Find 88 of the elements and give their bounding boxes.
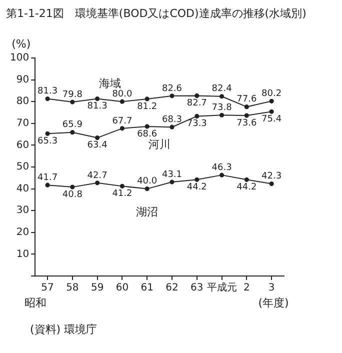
- y-tick-label: 90: [16, 74, 30, 86]
- point: [170, 94, 174, 98]
- point: [45, 96, 50, 102]
- y-tick-label: 10: [16, 248, 30, 260]
- point: [269, 109, 274, 114]
- data-label: 46.3: [212, 162, 232, 173]
- point: [194, 177, 200, 182]
- data-label: 44.2: [236, 182, 257, 192]
- point: [45, 131, 50, 136]
- x-tick-label: 62: [166, 282, 178, 294]
- data-label: 73.6: [236, 118, 257, 128]
- data-label: 65.3: [38, 136, 58, 146]
- x-tick-label: 63: [190, 282, 204, 294]
- point: [194, 114, 200, 119]
- x-tick-label: 2: [243, 282, 250, 294]
- data-label: 82.7: [186, 98, 207, 109]
- y-tick-label: 100: [10, 52, 30, 64]
- data-label: 80.2: [262, 89, 282, 100]
- y-tick-label: 20: [16, 226, 30, 238]
- point: [45, 182, 50, 188]
- data-label: 77.6: [236, 94, 257, 105]
- point: [170, 180, 174, 184]
- point: [95, 180, 100, 186]
- y-tick-label: 30: [16, 205, 30, 216]
- data-label: 82.6: [162, 84, 182, 94]
- data-label: 42.7: [87, 170, 108, 181]
- data-label: 81.3: [38, 86, 58, 97]
- data-label: 73.8: [212, 102, 232, 113]
- point: [95, 96, 100, 102]
- point: [120, 99, 125, 104]
- x-tick-label: 57: [41, 282, 54, 294]
- series-label: 海域: [98, 77, 121, 90]
- y-tick-label: 40: [16, 183, 30, 194]
- chart-title: 第1-1-21図 環境基準(BOD又はCOD)達成率の推移(水域別): [6, 6, 306, 21]
- x-tick-label: 61: [140, 282, 154, 294]
- point: [144, 124, 150, 129]
- data-label: 63.4: [87, 140, 108, 151]
- data-label: 43.1: [162, 170, 182, 180]
- y-tick-label: 50: [16, 162, 30, 173]
- text: (資料) 環境庁: [30, 322, 98, 337]
- point: [219, 94, 224, 99]
- point: [219, 112, 224, 118]
- data-label: 67.7: [112, 116, 132, 126]
- text: 昭和: [24, 296, 47, 310]
- data-label: 40.8: [62, 190, 83, 200]
- point: [95, 135, 100, 140]
- data-label: 40.0: [137, 176, 158, 187]
- data-label: 41.2: [112, 189, 132, 200]
- data-label: 79.8: [62, 90, 83, 100]
- point: [70, 184, 75, 190]
- x-axis-title: (年度): [258, 296, 289, 310]
- point: [120, 126, 125, 131]
- x-tick-label: 平成元: [206, 282, 237, 294]
- point: [194, 93, 200, 98]
- y-tick-label: 70: [16, 118, 30, 129]
- data-label: 81.2: [137, 102, 158, 112]
- series-label: 湖沼: [136, 206, 158, 219]
- data-label: 44.2: [186, 182, 207, 192]
- data-label: 68.6: [137, 129, 158, 140]
- data-label: 41.7: [38, 172, 58, 183]
- y-tick-label: 60: [16, 140, 30, 151]
- x-tick-label: 58: [66, 282, 79, 294]
- x-tick-label: 60: [116, 282, 129, 294]
- point: [70, 100, 75, 104]
- point: [219, 172, 224, 178]
- data-label: 42.3: [262, 172, 282, 182]
- point: [269, 181, 274, 186]
- data-label: 65.9: [62, 120, 83, 130]
- point: [70, 130, 75, 135]
- data-label: 75.4: [262, 114, 282, 124]
- point: [244, 113, 249, 118]
- series-label: 河川: [148, 138, 171, 152]
- data-label: 68.3: [162, 114, 182, 125]
- point: [244, 177, 249, 182]
- point: [120, 184, 125, 188]
- point: [244, 104, 249, 110]
- point: [144, 96, 150, 102]
- data-label: 73.3: [186, 119, 207, 130]
- point: [269, 98, 274, 104]
- data-label: 80.0: [112, 89, 132, 100]
- y-tick-label: 80: [16, 96, 30, 108]
- data-label: 81.3: [87, 102, 108, 112]
- point: [144, 186, 150, 192]
- y-axis-title: (%): [12, 37, 31, 50]
- x-tick-label: 3: [268, 282, 275, 294]
- point: [170, 124, 174, 130]
- data-label: 82.4: [212, 84, 232, 94]
- x-tick-label: 59: [90, 282, 104, 294]
